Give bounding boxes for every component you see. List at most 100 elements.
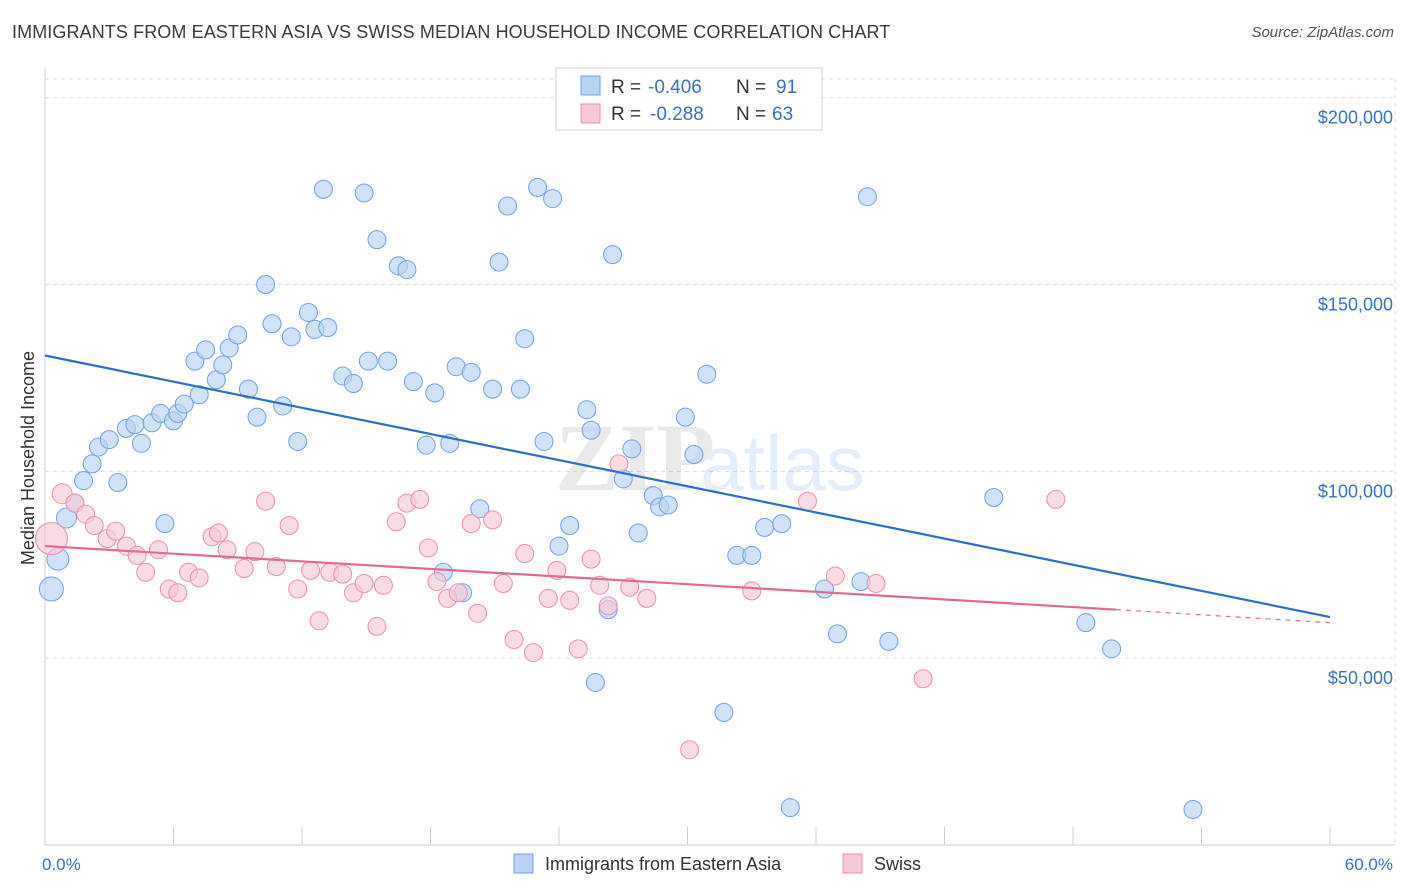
eastern-asia-point-55 (498, 196, 518, 216)
legend-swatch-swiss (580, 103, 601, 124)
swiss-point-58 (797, 491, 817, 511)
watermark-atlas: atlas (700, 419, 865, 507)
eastern-asia-point-90 (1102, 639, 1122, 659)
eastern-asia-point-45 (416, 435, 436, 455)
eastern-asia-point-18 (189, 385, 209, 405)
swiss-point-48 (560, 590, 580, 610)
y-tick-label-0: $50,000 (1328, 668, 1393, 688)
eastern-asia-point-30 (281, 327, 301, 347)
swiss-point-22 (279, 516, 299, 536)
swiss-point-25 (309, 611, 329, 631)
swiss-point-50 (581, 549, 601, 569)
eastern-asia-point-32 (298, 303, 318, 323)
y-axis-label: Median Household Income (18, 351, 38, 565)
x-tick-label-min: 0.0% (42, 855, 81, 874)
eastern-asia-point-11 (131, 433, 151, 453)
legend-r-value-1: -0.406 (648, 77, 702, 98)
swiss-point-24 (301, 560, 321, 580)
watermark: ZIP atlas (555, 404, 865, 511)
swiss-point-16 (208, 523, 228, 543)
eastern-asia-point-74 (675, 407, 695, 427)
swiss-point-0 (34, 522, 68, 556)
swiss-point-18 (234, 558, 254, 578)
axes (44, 68, 1395, 846)
swiss-point-4 (84, 516, 104, 536)
swiss-point-21 (266, 557, 286, 577)
swiss-point-56 (680, 740, 700, 760)
swiss-point-32 (386, 512, 406, 532)
swiss-point-51 (590, 575, 610, 595)
eastern-asia-point-14 (155, 514, 175, 534)
eastern-asia-point-60 (543, 189, 563, 209)
swiss-point-38 (448, 583, 468, 603)
eastern-asia-point-75 (684, 445, 704, 465)
eastern-asia-point-35 (313, 179, 333, 199)
eastern-asia-point-76 (697, 364, 717, 384)
trend-line-swiss (44, 544, 1116, 611)
eastern-asia-point-27 (256, 275, 276, 295)
eastern-asia-point-65 (585, 672, 605, 692)
eastern-asia-point-64 (581, 420, 601, 440)
y-tick-label-3: $200,000 (1318, 108, 1393, 128)
series-swiss-points (34, 454, 1066, 760)
eastern-asia-point-63 (577, 400, 597, 420)
legend-swatch-eastern-asia (580, 75, 601, 96)
eastern-asia-point-25 (238, 379, 258, 399)
legend-n-value-1: 91 (776, 77, 797, 98)
swiss-point-14 (189, 568, 209, 588)
eastern-asia-point-79 (742, 545, 762, 565)
swiss-point-10 (149, 540, 169, 560)
eastern-asia-point-54 (489, 252, 509, 272)
bottom-legend-label-swiss: Swiss (874, 854, 921, 874)
swiss-point-23 (288, 579, 308, 599)
swiss-point-36 (427, 572, 447, 592)
x-tick-label-max: 60.0% (1345, 855, 1393, 874)
eastern-asia-point-87 (879, 631, 899, 651)
eastern-asia-point-37 (343, 374, 363, 394)
swiss-point-27 (333, 564, 353, 584)
legend-r-value-2: -0.288 (650, 104, 704, 125)
eastern-asia-point-26 (247, 407, 267, 427)
eastern-asia-point-46 (425, 383, 445, 403)
eastern-asia-point-57 (515, 329, 535, 349)
eastern-asia-point-58 (528, 177, 548, 197)
eastern-asia-point-51 (461, 362, 481, 382)
eastern-asia-point-41 (378, 351, 398, 371)
swiss-point-62 (1046, 489, 1066, 509)
eastern-asia-point-39 (358, 351, 378, 371)
eastern-asia-point-77 (714, 702, 734, 722)
eastern-asia-point-62 (560, 516, 580, 536)
eastern-asia-point-7 (99, 430, 119, 450)
eastern-asia-point-2 (55, 507, 77, 529)
swiss-point-52 (598, 596, 618, 616)
eastern-asia-point-4 (74, 471, 94, 491)
eastern-asia-point-80 (755, 517, 775, 537)
trend-line-eastern-asia (44, 354, 1331, 619)
eastern-asia-point-40 (367, 230, 387, 250)
swiss-point-55 (637, 588, 657, 608)
correlation-legend: R = -0.406 N = 91 R = -0.288 N = 63 (555, 67, 823, 131)
swiss-point-35 (418, 538, 438, 558)
swiss-point-6 (106, 521, 126, 541)
legend-r-label-2: R = (611, 104, 641, 125)
eastern-asia-point-70 (628, 523, 648, 543)
y-tick-label-1: $100,000 (1318, 481, 1393, 501)
legend-n-value-2: 63 (772, 104, 793, 125)
eastern-asia-point-89 (1076, 613, 1096, 633)
eastern-asia-point-34 (318, 317, 338, 337)
swiss-point-44 (515, 544, 535, 564)
swiss-point-59 (825, 566, 845, 586)
swiss-point-8 (127, 545, 147, 565)
chart-title: IMMIGRANTS FROM EASTERN ASIA VS SWISS ME… (12, 22, 891, 42)
bottom-legend-swatch-eastern-asia (513, 853, 534, 874)
swiss-point-12 (168, 583, 188, 603)
eastern-asia-point-86 (857, 187, 877, 207)
swiss-point-29 (354, 573, 374, 593)
eastern-asia-point-91 (1183, 800, 1203, 820)
eastern-asia-point-28 (262, 314, 282, 334)
eastern-asia-point-81 (772, 514, 792, 534)
eastern-asia-point-59 (534, 431, 554, 451)
eastern-asia-point-61 (549, 536, 569, 556)
eastern-asia-point-53 (483, 379, 503, 399)
swiss-point-17 (217, 540, 237, 560)
